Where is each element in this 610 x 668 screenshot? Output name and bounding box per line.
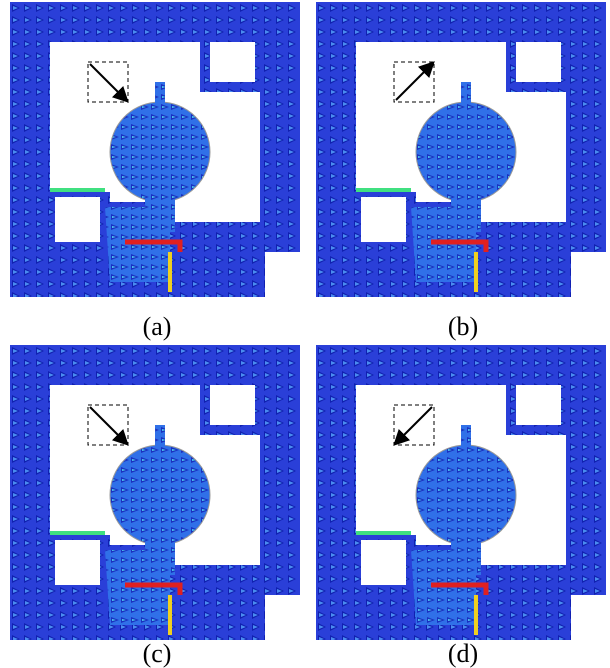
- panel-label: (b): [448, 312, 478, 341]
- panel-label: (c): [143, 639, 172, 668]
- panel-a: [10, 2, 300, 297]
- panel-d: [316, 345, 606, 640]
- panel-label: (d): [448, 639, 478, 668]
- panel-label: (a): [143, 312, 172, 341]
- panel-b: [316, 2, 606, 297]
- panel-c: [10, 345, 300, 640]
